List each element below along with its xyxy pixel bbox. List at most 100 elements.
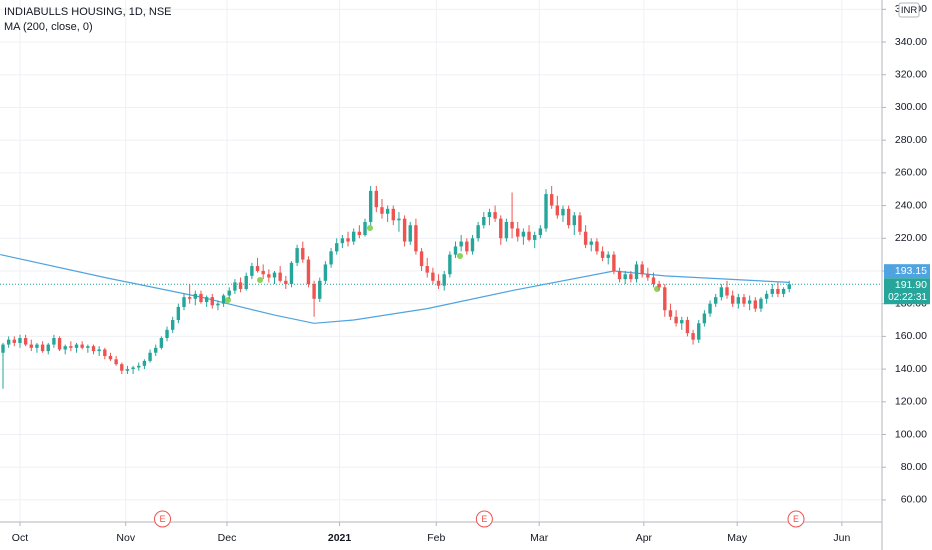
candle-body xyxy=(719,287,724,298)
candle-body xyxy=(431,272,435,281)
candle-body xyxy=(606,254,610,258)
candle-body xyxy=(52,338,56,345)
candle-body xyxy=(6,339,11,345)
candle-body xyxy=(651,277,656,285)
candle-body xyxy=(504,221,509,239)
candle-body xyxy=(159,338,164,348)
candle-body xyxy=(787,284,791,289)
candle-body xyxy=(170,320,175,330)
candle-body xyxy=(561,208,565,216)
candle-body xyxy=(691,333,695,340)
y-tick-label: 240.00 xyxy=(895,199,927,211)
candle-body xyxy=(583,231,588,245)
candle-body xyxy=(289,262,294,285)
candle-body xyxy=(629,274,633,280)
candle-body xyxy=(204,297,209,303)
candle-body xyxy=(668,310,673,317)
candle-body xyxy=(114,359,118,365)
candle-body xyxy=(753,300,757,309)
event-label: E xyxy=(160,514,166,524)
y-tick-label: 160.00 xyxy=(895,330,927,342)
candle-body xyxy=(125,369,130,371)
candle-body xyxy=(776,288,780,294)
candle-body xyxy=(764,293,769,299)
y-tick-label: 260.00 xyxy=(895,167,927,179)
candle-body xyxy=(368,190,373,222)
candle-body xyxy=(120,364,124,371)
event-label: E xyxy=(481,514,487,524)
ma-label: 193.15 xyxy=(895,265,927,277)
indicator-legend: MA (200, close, 0) xyxy=(4,21,93,33)
candle-body xyxy=(425,266,429,273)
candle-body xyxy=(244,275,248,289)
candle-body xyxy=(521,231,526,237)
candle-body xyxy=(278,272,282,281)
candle-body xyxy=(216,303,220,306)
candle-body xyxy=(323,264,328,281)
candle-body xyxy=(487,212,492,218)
chart-title: INDIABULLS HOUSING, 1D, NSE xyxy=(4,6,172,18)
candle-body xyxy=(193,293,198,299)
candle-body xyxy=(617,270,622,280)
candle-body xyxy=(459,241,463,247)
candle-body xyxy=(301,248,305,260)
candle-body xyxy=(419,251,424,267)
candle-body xyxy=(453,246,458,255)
candle-body xyxy=(148,352,152,361)
candle-body xyxy=(86,346,90,348)
candle-body xyxy=(578,215,582,232)
candle-body xyxy=(80,344,84,348)
y-tick-label: 120.00 xyxy=(895,396,927,408)
candle-body xyxy=(436,280,441,286)
candle-body xyxy=(600,251,605,258)
x-tick-label: Jun xyxy=(833,532,850,544)
candle-body xyxy=(176,306,181,321)
candle-body xyxy=(357,231,362,235)
candle-body xyxy=(335,243,339,252)
candle-body xyxy=(29,344,33,348)
candle-body xyxy=(312,284,316,299)
candle-body xyxy=(725,287,729,296)
last-price-box xyxy=(884,278,930,305)
candle-body xyxy=(493,212,497,219)
currency: INR xyxy=(901,5,918,16)
candle-body xyxy=(306,259,311,285)
candle-body xyxy=(465,241,469,252)
candle-body xyxy=(210,297,214,306)
candle-body xyxy=(74,344,79,348)
y-tick-label: 100.00 xyxy=(895,428,927,440)
y-tick-label: 140.00 xyxy=(895,363,927,375)
candle-body xyxy=(329,251,333,265)
candle-body xyxy=(23,338,28,345)
candle-body xyxy=(154,347,158,353)
candle-body xyxy=(736,297,741,304)
candle-body xyxy=(57,338,62,350)
candle-body xyxy=(295,248,299,263)
candle-body xyxy=(742,297,746,304)
candle-body xyxy=(572,215,576,226)
candle-body xyxy=(408,225,412,242)
candle-body xyxy=(549,194,554,206)
candle-body xyxy=(685,320,690,334)
candle-body xyxy=(589,241,593,245)
candle-body xyxy=(747,300,752,304)
x-tick-label: 2021 xyxy=(328,532,352,544)
candle-body xyxy=(770,288,774,294)
candle-body xyxy=(533,234,537,240)
candle-body xyxy=(730,295,735,304)
candle-body xyxy=(448,254,452,275)
candle-body xyxy=(108,356,113,360)
candle-body xyxy=(284,280,288,285)
candle-body xyxy=(538,228,543,235)
countdown: 02:22:31 xyxy=(888,292,927,303)
candle-body xyxy=(199,293,203,303)
candle-body xyxy=(221,295,226,304)
candle-body xyxy=(250,266,254,276)
candle-body xyxy=(261,270,265,275)
candle-body xyxy=(595,241,599,252)
candle-body xyxy=(142,360,147,366)
candle-body xyxy=(402,218,407,242)
candle-body xyxy=(414,225,418,252)
x-tick-label: Mar xyxy=(530,532,549,544)
